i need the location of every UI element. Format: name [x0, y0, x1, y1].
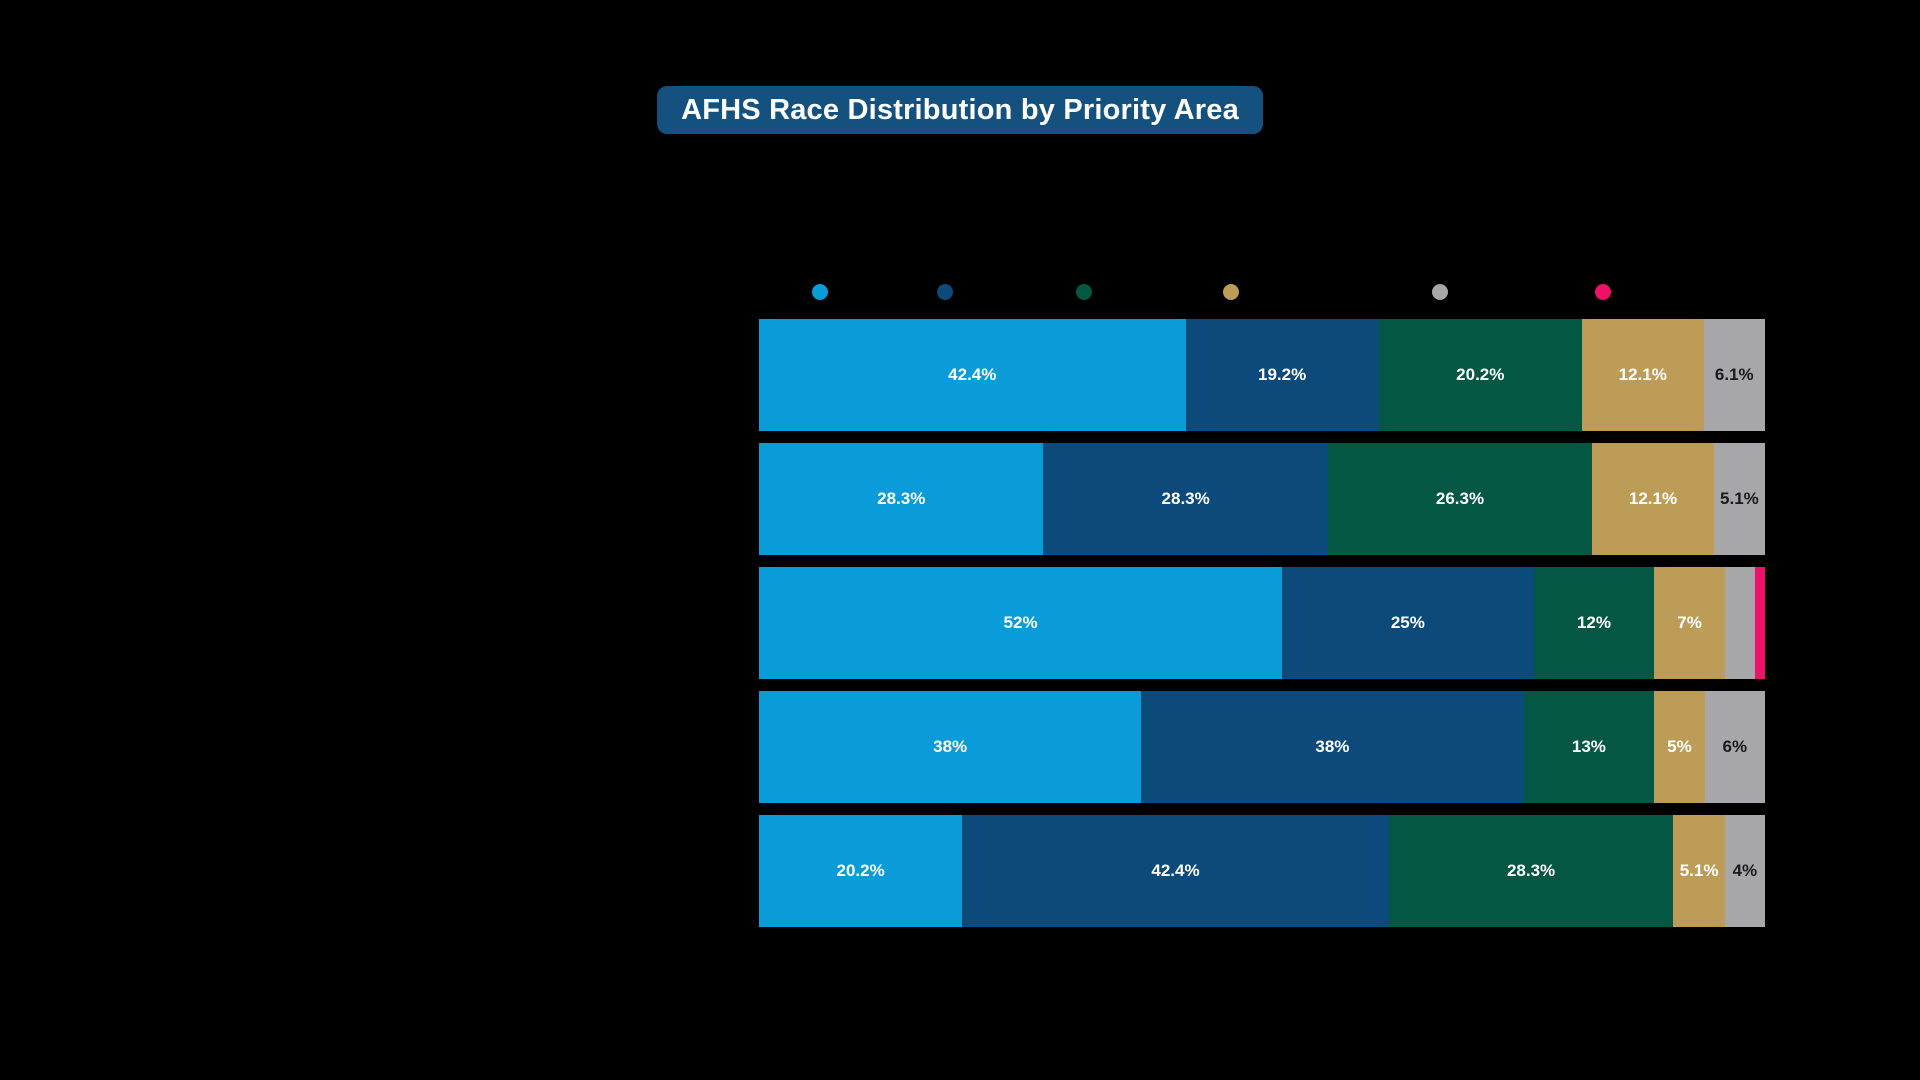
segment-value-label: 52% — [1003, 613, 1038, 632]
bar-segment-light-blue: 42.4% — [759, 319, 1186, 431]
gray-dot — [1432, 284, 1448, 300]
bar-segment-pink — [1754, 567, 1765, 679]
segment-value-label: 28.3% — [877, 489, 926, 508]
segment-value-label: 7% — [1677, 613, 1702, 632]
bar-segment-green: 13% — [1523, 691, 1655, 803]
bar-segment-green: 26.3% — [1327, 443, 1593, 555]
bar-segment-gold: 5% — [1654, 691, 1705, 803]
bar-segment-light-blue: 20.2% — [759, 815, 963, 927]
segment-value-label: 19.2% — [1258, 365, 1307, 384]
segment-value-label: 42.4% — [948, 365, 997, 384]
bar-segment-green: 28.3% — [1388, 815, 1674, 927]
bar-segment-gray: 4% — [1724, 815, 1765, 927]
bar-segment-dark-blue: 28.3% — [1043, 443, 1328, 555]
segment-value-label: 6% — [1722, 737, 1748, 756]
segment-value-label: 12.1% — [1618, 365, 1667, 384]
bar-row: 38% 38% 13% 5% 6% — [759, 691, 1765, 803]
light-blue-dot — [812, 284, 828, 300]
segment-value-label: 25% — [1390, 613, 1425, 632]
segment-value-label: 4% — [1732, 861, 1758, 880]
segment-value-label: 20.2% — [1456, 365, 1505, 384]
bar-segment-gray: 6.1% — [1703, 319, 1765, 431]
stacked-bar-chart: 42.4% 19.2% 20.2% 12.1% 6.1% 28.3% 28.3% 26.3% 1… — [759, 319, 1766, 939]
dark-blue-dot — [937, 284, 953, 300]
green-dot — [1076, 284, 1092, 300]
segment-value-label: 28.3% — [1506, 861, 1556, 880]
segment-value-label: 20.2% — [836, 861, 885, 880]
chart-title: AFHS Race Distribution by Priority Area — [657, 86, 1263, 134]
bar-segment-gold: 7% — [1654, 567, 1725, 679]
bar-segment-gold: 5.1% — [1673, 815, 1725, 927]
bar-segment-dark-blue: 42.4% — [962, 815, 1389, 927]
bar-row: 42.4% 19.2% 20.2% 12.1% 6.1% — [759, 319, 1765, 431]
segment-value-label: 12% — [1576, 613, 1611, 632]
segment-value-label: 26.3% — [1435, 489, 1485, 508]
bar-segment-green: 20.2% — [1378, 319, 1582, 431]
segment-value-label: 42.4% — [1151, 861, 1200, 880]
bar-segment-gold: 12.1% — [1581, 319, 1704, 431]
segment-value-label: 5.1% — [1679, 861, 1719, 880]
segment-value-label: 38% — [1315, 737, 1350, 756]
bar-segment-dark-blue: 38% — [1141, 691, 1524, 803]
segment-value-label: 13% — [1571, 737, 1606, 756]
bar-segment-gray: 5.1% — [1713, 443, 1766, 555]
segment-value-label: 38% — [933, 737, 968, 756]
bar-segment-dark-blue: 19.2% — [1185, 319, 1379, 431]
bar-row: 52% 25% 12% 7% — [759, 567, 1765, 679]
bar-segment-light-blue: 38% — [759, 691, 1142, 803]
gold-dot — [1223, 284, 1239, 300]
segment-value-label: 28.3% — [1161, 489, 1210, 508]
segment-value-label: 12.1% — [1628, 489, 1678, 508]
segment-value-label: 5.1% — [1720, 489, 1759, 508]
pink-dot — [1595, 284, 1611, 300]
bar-row: 20.2% 42.4% 28.3% 5.1% 4% — [759, 815, 1765, 927]
bar-segment-gray: 6% — [1704, 691, 1765, 803]
bar-segment-gray — [1724, 567, 1755, 679]
segment-value-label: 5% — [1667, 737, 1692, 756]
bar-segment-light-blue: 28.3% — [759, 443, 1044, 555]
bar-segment-green: 12% — [1533, 567, 1655, 679]
legend — [812, 284, 1611, 300]
bar-row: 28.3% 28.3% 26.3% 12.1% 5.1% — [759, 443, 1766, 555]
segment-value-label: 6.1% — [1714, 365, 1754, 384]
bar-segment-dark-blue: 25% — [1282, 567, 1534, 679]
bar-segment-light-blue: 52% — [759, 567, 1283, 679]
bar-segment-gold: 12.1% — [1592, 443, 1714, 555]
